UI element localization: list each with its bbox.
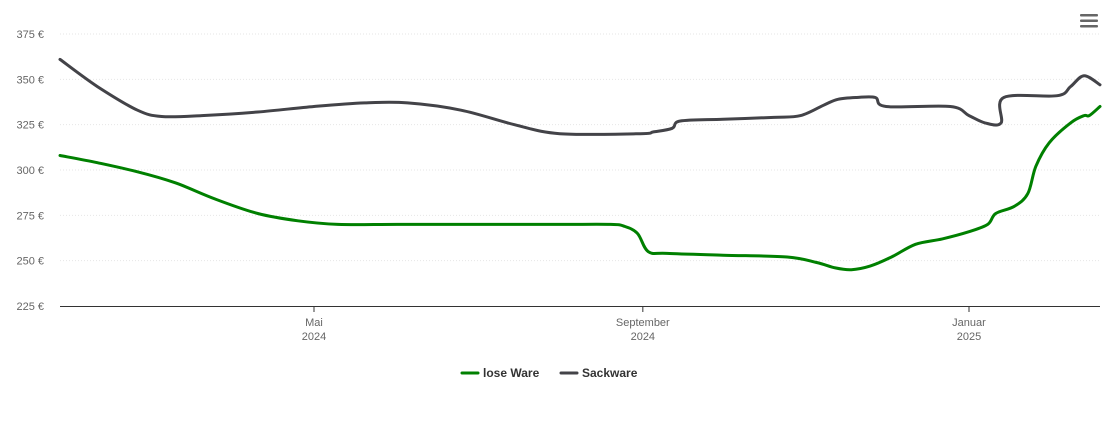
y-tick-label: 225 € bbox=[16, 301, 44, 313]
y-tick-label: 275 € bbox=[16, 210, 44, 222]
legend-item-sackware[interactable]: Sackware bbox=[559, 366, 638, 380]
hamburger-menu-icon[interactable] bbox=[1080, 14, 1098, 28]
x-tick-month: Mai bbox=[305, 317, 323, 329]
series-line-sackware[interactable] bbox=[58, 57, 1102, 136]
legend-label: lose Ware bbox=[483, 366, 540, 380]
series-lines bbox=[58, 57, 1102, 272]
legend[interactable]: lose Ware Sackware bbox=[460, 366, 638, 380]
x-tick-month: Januar bbox=[952, 317, 986, 329]
x-tick-year: 2025 bbox=[957, 331, 981, 343]
y-tick-label: 375 € bbox=[16, 29, 44, 41]
x-tick-year: 2024 bbox=[302, 331, 326, 343]
x-axis-labels: Mai 2024 September 2024 Januar 2025 bbox=[302, 306, 986, 343]
y-tick-label: 325 € bbox=[16, 120, 44, 132]
y-tick-label: 250 € bbox=[16, 256, 44, 268]
y-axis-labels: 225 € 250 € 275 € 300 € 325 € 350 € 375 € bbox=[16, 29, 44, 313]
x-tick-month: September bbox=[616, 317, 670, 329]
legend-item-lose-ware[interactable]: lose Ware bbox=[460, 366, 540, 380]
grid-lines bbox=[60, 33, 1100, 262]
legend-label: Sackware bbox=[582, 366, 638, 380]
y-tick-label: 350 € bbox=[16, 74, 44, 86]
series-line-lose-ware[interactable] bbox=[58, 105, 1102, 272]
y-tick-label: 300 € bbox=[16, 165, 44, 177]
x-tick-year: 2024 bbox=[631, 331, 655, 343]
